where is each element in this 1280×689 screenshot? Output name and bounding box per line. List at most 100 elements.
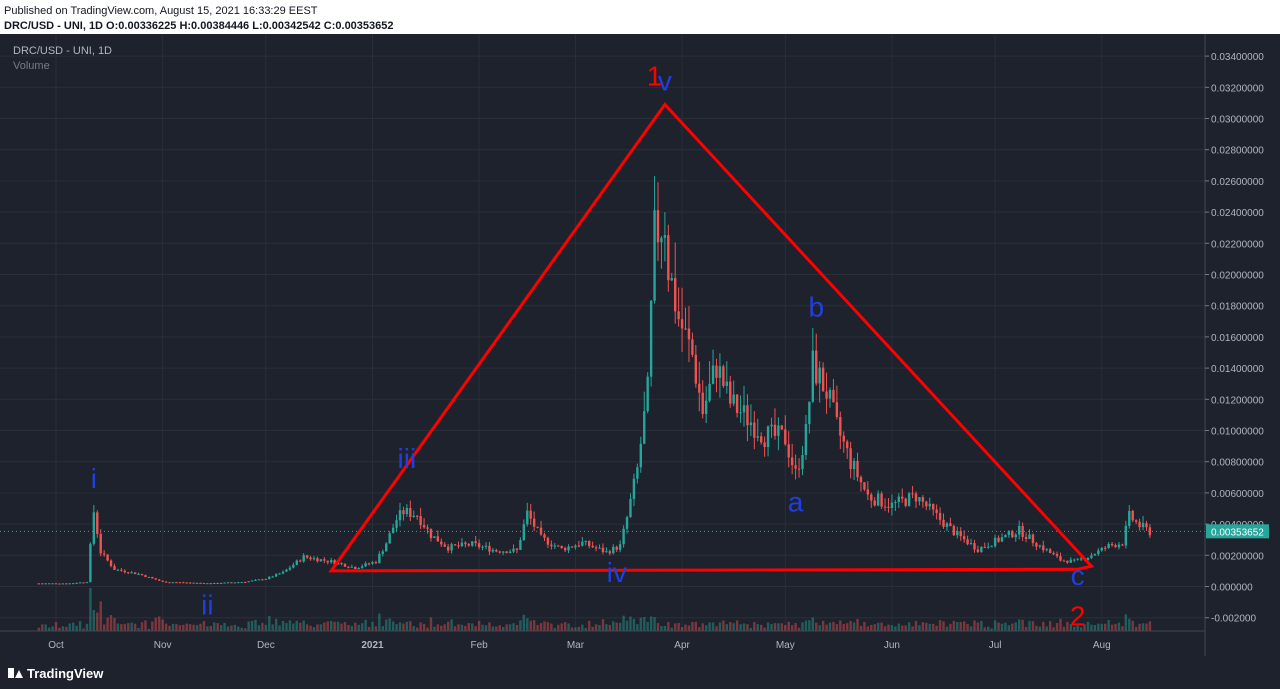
candle-body [1128, 510, 1131, 526]
price-tick-label: -0.002000 [1211, 614, 1256, 625]
candle-body [615, 546, 618, 550]
volume-bar [1007, 625, 1011, 631]
candle-body [808, 401, 811, 425]
volume-bar [316, 624, 319, 631]
published-info: Published on TradingView.com, August 15,… [4, 5, 318, 17]
volume-bar [409, 621, 412, 631]
volume-bar [598, 624, 601, 631]
candle-body [742, 405, 746, 413]
volume-bar [223, 622, 226, 631]
candle-body [656, 210, 660, 243]
candle-body [1107, 543, 1110, 549]
volume-bar [357, 624, 360, 631]
candle-body [1045, 549, 1048, 551]
volume-bar [154, 617, 157, 631]
volume-bar [216, 623, 219, 631]
candle-body [209, 583, 212, 585]
triangle-drawing[interactable] [328, 102, 1095, 573]
volume-bar [591, 626, 594, 631]
volume-bar [237, 626, 240, 631]
wave-label: i [91, 463, 97, 494]
candle-body [72, 583, 75, 585]
candle-body [811, 350, 814, 402]
candle-body [495, 549, 498, 552]
candle-body [216, 582, 219, 584]
candle-body [546, 537, 550, 545]
time-axis[interactable]: Oct Nov Dec 2021 Feb Mar Apr May Jun Jul Aug [48, 640, 1110, 651]
volume-bar [1086, 621, 1090, 631]
candle-body [192, 582, 195, 584]
volume-bar [997, 622, 1000, 631]
volume-bar [1104, 623, 1107, 631]
volume-bar [323, 622, 326, 631]
tradingview-logo[interactable]: TradingView [8, 665, 103, 681]
volume-bar [594, 624, 598, 631]
candle-body [281, 571, 285, 574]
candle-body [794, 465, 797, 469]
price-tick-label: 0.00800000 [1211, 458, 1264, 469]
volume-bar [333, 621, 336, 631]
candle-body [61, 583, 65, 585]
volume-bar [82, 628, 85, 631]
candle-body [839, 416, 842, 436]
volume-bar [402, 623, 405, 631]
candle-body [1117, 544, 1121, 548]
volume-bar [44, 624, 47, 631]
volume-bar [164, 623, 168, 631]
candle-body [450, 544, 453, 551]
time-tick-label: Feb [471, 640, 489, 651]
volume-bar [340, 623, 343, 631]
candle-body [295, 560, 298, 565]
candle-body [966, 539, 969, 545]
candle-body [591, 546, 594, 548]
volume-bar [519, 620, 522, 631]
volume-bar [1035, 625, 1038, 631]
volume-bar [581, 624, 584, 631]
candle-body [1134, 520, 1138, 522]
candle-body [612, 546, 615, 554]
candle-body [588, 540, 591, 547]
candle-body [942, 519, 945, 527]
candle-body [563, 548, 567, 551]
volume-bar [883, 626, 887, 631]
volume-bar [649, 616, 653, 631]
price-tick-label: 0.03200000 [1211, 83, 1264, 94]
volume-bar [471, 623, 474, 631]
volume-bar [274, 618, 278, 631]
candle-body [976, 549, 980, 552]
candle-body [96, 512, 99, 534]
volume-bar [347, 625, 350, 631]
legend-symbol[interactable]: DRC/USD - UNI, 1D [13, 45, 113, 57]
price-tick-label: 0.01200000 [1211, 395, 1264, 406]
candle-body [1024, 536, 1028, 540]
volume-bar [147, 628, 151, 631]
volume-bar [746, 624, 749, 631]
last-price-label: 0.00353652 [1211, 527, 1264, 538]
volume-bar [574, 627, 577, 631]
legend-volume[interactable]: Volume [13, 60, 50, 72]
wave-label: a [788, 487, 804, 518]
volume-bar [1028, 621, 1031, 631]
volume-bar [818, 625, 821, 631]
candle-body [983, 546, 986, 548]
volume-bar [563, 622, 567, 631]
volume-bar [605, 624, 608, 631]
volume-bar [326, 621, 329, 631]
volume-bar [457, 624, 460, 631]
candle-body [305, 555, 309, 558]
time-tick-label: Jul [989, 640, 1002, 651]
candle-body [873, 500, 876, 506]
candle-body [684, 328, 687, 330]
candle-body [171, 582, 175, 584]
candle-body [154, 578, 157, 580]
volume-bar [969, 626, 973, 631]
candle-body [412, 515, 415, 518]
volume-bar [622, 615, 625, 631]
candle-body [261, 579, 264, 581]
volume-bar [760, 624, 763, 631]
volume-bar [508, 624, 512, 631]
volume-bar [292, 623, 295, 631]
candle-body [643, 411, 646, 444]
candle-body [347, 566, 350, 568]
